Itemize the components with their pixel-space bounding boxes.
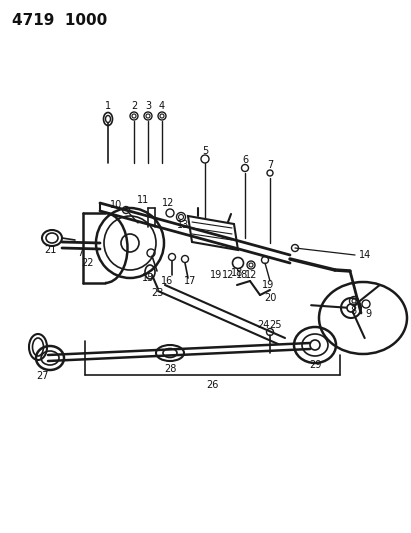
Text: 14: 14 bbox=[359, 250, 371, 260]
Text: 7: 7 bbox=[267, 160, 273, 170]
Text: 17: 17 bbox=[184, 276, 196, 286]
Text: 8: 8 bbox=[350, 306, 356, 316]
Ellipse shape bbox=[106, 116, 111, 123]
Text: 22: 22 bbox=[81, 258, 93, 268]
Text: 1: 1 bbox=[105, 101, 111, 111]
Circle shape bbox=[146, 114, 150, 118]
Text: 19: 19 bbox=[262, 280, 274, 290]
Text: 12: 12 bbox=[222, 270, 234, 280]
Text: 24: 24 bbox=[257, 320, 269, 330]
Text: 5: 5 bbox=[202, 146, 208, 156]
Text: 10: 10 bbox=[110, 200, 122, 210]
Text: 21: 21 bbox=[44, 245, 56, 255]
Text: 23: 23 bbox=[151, 288, 163, 298]
Circle shape bbox=[352, 299, 356, 303]
Text: 15: 15 bbox=[142, 273, 154, 283]
Text: 19: 19 bbox=[210, 270, 222, 280]
Text: 2: 2 bbox=[131, 101, 137, 111]
Text: 6: 6 bbox=[242, 155, 248, 165]
Text: 26: 26 bbox=[206, 380, 218, 390]
Text: 28: 28 bbox=[164, 364, 176, 374]
Circle shape bbox=[132, 114, 136, 118]
Text: 29: 29 bbox=[309, 360, 321, 370]
Text: 12: 12 bbox=[245, 270, 257, 280]
Text: 20: 20 bbox=[264, 293, 276, 303]
Circle shape bbox=[249, 263, 253, 267]
Text: 16: 16 bbox=[161, 276, 173, 286]
Text: 3: 3 bbox=[145, 101, 151, 111]
Text: 11: 11 bbox=[137, 195, 149, 205]
Text: 13: 13 bbox=[177, 220, 189, 230]
Text: 27: 27 bbox=[36, 371, 48, 381]
Text: 18: 18 bbox=[231, 268, 243, 278]
Text: 12: 12 bbox=[162, 198, 174, 208]
Text: 7: 7 bbox=[77, 248, 83, 258]
Circle shape bbox=[160, 114, 164, 118]
Text: 9: 9 bbox=[365, 309, 371, 319]
Circle shape bbox=[178, 214, 183, 220]
Text: 18: 18 bbox=[236, 270, 248, 280]
Text: 25: 25 bbox=[269, 320, 281, 330]
Circle shape bbox=[347, 304, 355, 312]
Text: 4719  1000: 4719 1000 bbox=[12, 13, 107, 28]
Text: 4: 4 bbox=[159, 101, 165, 111]
